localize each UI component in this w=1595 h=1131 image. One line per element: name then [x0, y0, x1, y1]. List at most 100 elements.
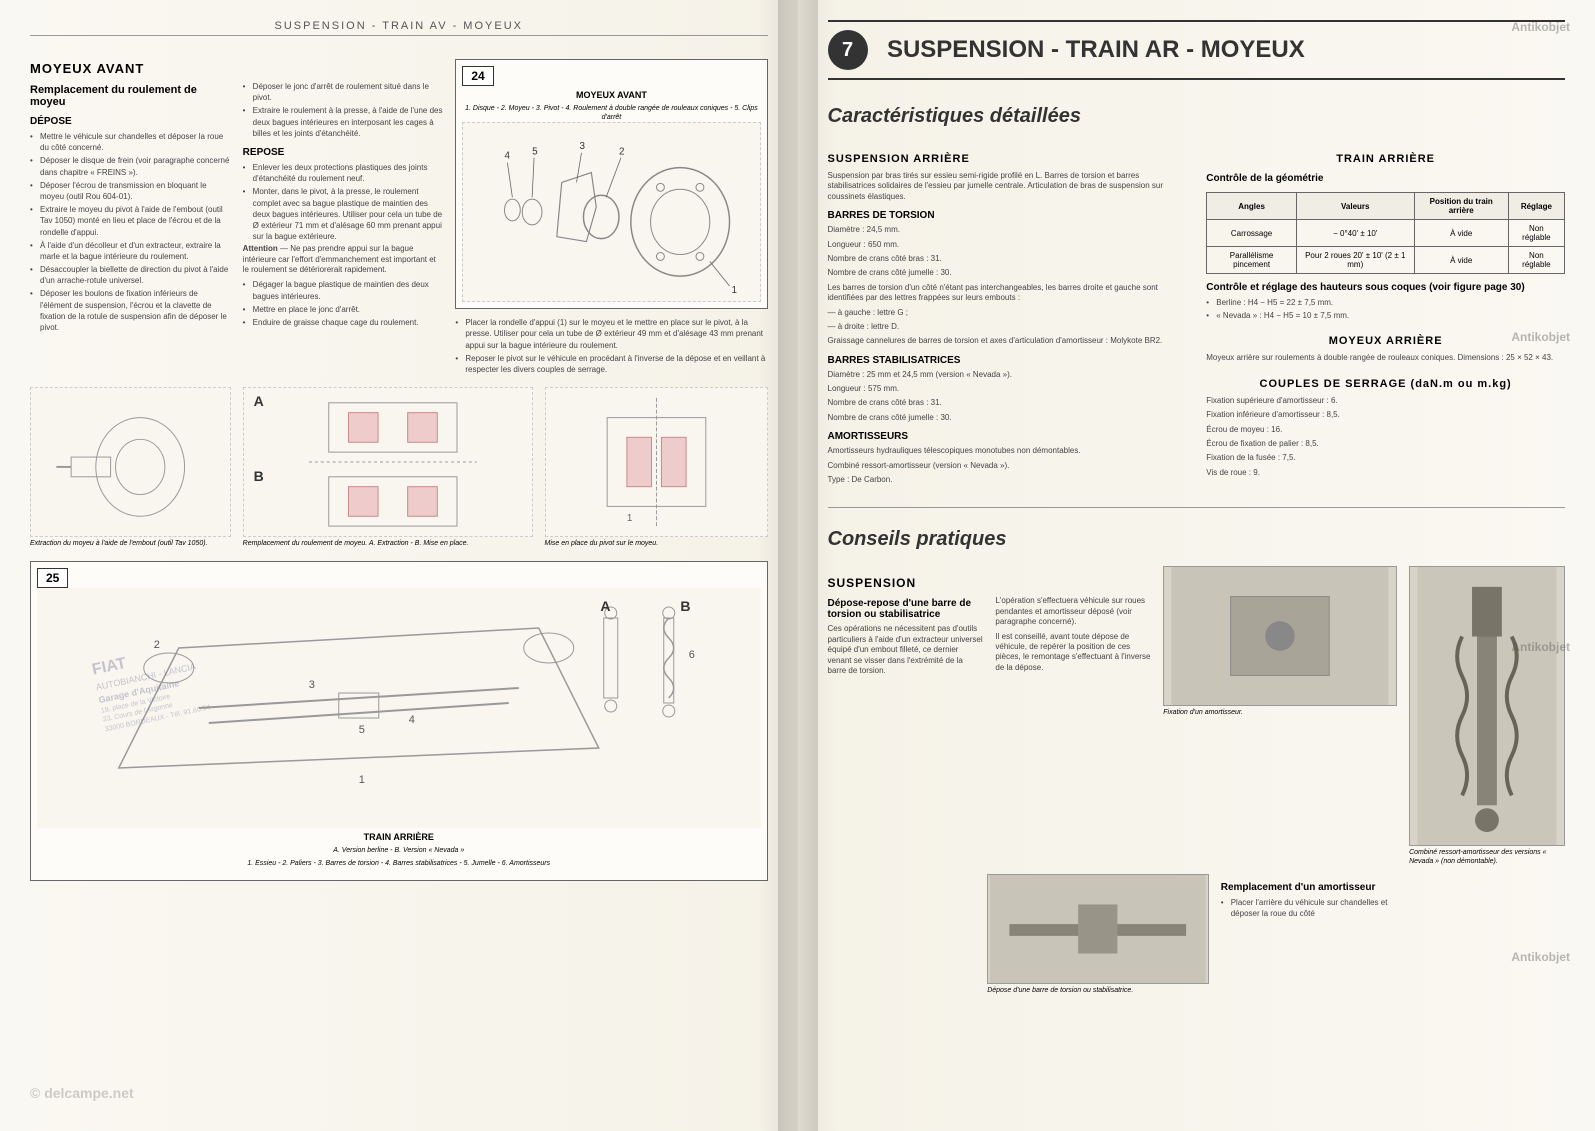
section-number-badge: 7 [828, 30, 868, 70]
col2-list: Déposer le jonc d'arrêt de roulement sit… [243, 81, 444, 139]
photo1-col: Dépose d'une barre de torsion ou stabili… [987, 874, 1209, 995]
susp-rear-label: SUSPENSION ARRIÈRE [828, 153, 1187, 165]
mini-caption-left: Extraction du moyeu à l'aide de l'embout… [30, 540, 231, 548]
th-valeurs: Valeurs [1296, 193, 1414, 220]
label-b: B [254, 468, 264, 484]
susp-rear-text: Suspension par bras tirés sur essieu sem… [828, 171, 1187, 202]
conseils-columns: SUSPENSION Dépose-repose d'une barre de … [828, 566, 1566, 866]
table-header-row: Angles Valeurs Position du train arrière… [1207, 193, 1565, 220]
chapter-title: SUSPENSION - TRAIN AR - MOYEUX [887, 36, 1305, 64]
svg-text:5: 5 [532, 147, 538, 158]
moyeux-avant-heading: MOYEUX AVANT [30, 61, 231, 76]
depose-item: À l'aide d'un décolleur et d'un extracte… [40, 240, 231, 262]
amort-item: Type : De Carbon. [828, 475, 1187, 485]
svg-text:1: 1 [732, 285, 737, 296]
mini-diagrams-row: Extraction du moyeu à l'aide de l'embout… [30, 387, 768, 548]
geom-label: Contrôle de la géométrie [1206, 173, 1565, 184]
svg-text:4: 4 [409, 714, 415, 726]
couples-item: Vis de roue : 9. [1206, 468, 1565, 478]
table-row: Carrossage − 0°40' ± 10' À vide Non régl… [1207, 220, 1565, 247]
conseils-bottom-row: Dépose d'une barre de torsion ou stabili… [828, 874, 1566, 995]
conseils-text3: Il est conseillé, avant toute dépose de … [995, 632, 1151, 674]
remplace-heading: Remplacement d'un amortisseur [1221, 882, 1406, 893]
td: Pour 2 roues 20' ± 10' (2 ± 1 mm) [1296, 247, 1414, 274]
conseils-title: Conseils pratiques [828, 528, 1566, 551]
pivot-svg: 1 [546, 388, 767, 536]
repose-list: Enlever les deux protections plastiques … [243, 162, 444, 242]
stab-item: Diamètre : 25 mm et 24,5 mm (version « N… [828, 370, 1187, 380]
figure-25-num: 25 [37, 568, 68, 588]
suspension-heading: SUSPENSION [828, 576, 984, 590]
couples-label: COUPLES DE SERRAGE (daN.m ou m.kg) [1206, 378, 1565, 390]
stab-label: BARRES STABILISATRICES [828, 355, 1187, 366]
remplace-item: Placer l'arrière du véhicule sur chandel… [1231, 897, 1406, 919]
remplacement-heading: Remplacement du roulement de moyeu [30, 84, 231, 108]
svg-text:1: 1 [359, 774, 365, 786]
svg-text:4: 4 [505, 151, 511, 162]
photo1-svg [988, 875, 1208, 983]
depose-item: Désaccoupler la biellette de direction d… [40, 264, 231, 286]
svg-text:3: 3 [580, 141, 586, 152]
photo-fixation [1163, 566, 1397, 706]
stab-item: Longueur : 575 mm. [828, 384, 1187, 394]
attention-text: Attention — Ne pas prendre appui sur la … [243, 244, 444, 275]
couples-item: Fixation de la fusée : 7,5. [1206, 453, 1565, 463]
figure-24: 24 MOYEUX AVANT 1. Disque - 2. Moyeu - 3… [455, 59, 767, 309]
mini-diag-right: 1 Mise en place du pivot sur le moyeu. [545, 387, 768, 548]
table-row: Parallélisme pincement Pour 2 roues 20' … [1207, 247, 1565, 274]
td: Non réglable [1508, 220, 1564, 247]
col2-item: Monter, dans le pivot, à la presse, le r… [253, 186, 444, 242]
svg-text:1: 1 [626, 513, 631, 524]
pivot-diagram: 1 [545, 387, 768, 537]
heights-label: Contrôle et réglage des hauteurs sous co… [1206, 282, 1565, 293]
col2-item: Mettre en place le jonc d'arrêt. [253, 304, 444, 315]
photo3-svg [1410, 567, 1564, 845]
th-reglage: Réglage [1508, 193, 1564, 220]
couples-item: Fixation supérieure d'amortisseur : 6. [1206, 396, 1565, 406]
heights-item: Berline : H4 − H5 = 22 ± 7,5 mm. [1216, 297, 1565, 308]
fig24-bottom-item: Reposer le pivot sur le véhicule en proc… [465, 353, 767, 375]
col2-list2: Dégager la bague plastique de maintien d… [243, 279, 444, 328]
geometry-table: Angles Valeurs Position du train arrière… [1206, 192, 1565, 274]
mini-caption-center: Remplacement du roulement de moyeu. A. E… [243, 540, 533, 548]
torsion-item: Longueur : 650 mm. [828, 240, 1187, 250]
torsion-item: — à droite : lettre D. [828, 322, 1187, 332]
photo-combine [1409, 566, 1565, 846]
depose-item: Mettre le véhicule sur chandelles et dép… [40, 131, 231, 153]
conseils-text2: L'opération s'effectuera véhicule sur ro… [995, 596, 1151, 627]
left-page-header: SUSPENSION - TRAIN AV - MOYEUX [30, 20, 768, 36]
svg-text:2: 2 [619, 147, 624, 158]
torsion-item: Nombre de crans côté bras : 31. [828, 254, 1187, 264]
figure-25-title: TRAIN ARRIÈRE [37, 832, 761, 842]
photo2-svg [1164, 567, 1396, 705]
torsion-item: Graissage cannelures de barres de torsio… [828, 336, 1187, 346]
caracteristiques-title: Caractéristiques détaillées [828, 105, 1566, 128]
torsion-item: Nombre de crans côté jumelle : 30. [828, 268, 1187, 278]
th-position: Position du train arrière [1414, 193, 1508, 220]
extraction-svg [31, 388, 230, 536]
figure-25: 25 A B [30, 561, 768, 881]
photo-depose-barre [987, 874, 1209, 984]
extraction-diagram [30, 387, 231, 537]
depose-label: DÉPOSE [30, 116, 231, 127]
mini-diag-center: A B Remplacement du roulement de moyeu. … [243, 387, 533, 548]
char-right-col: TRAIN ARRIÈRE Contrôle de la géométrie A… [1206, 143, 1565, 489]
col2-item: Déposer le jonc d'arrêt de roulement sit… [253, 81, 444, 103]
figure-24-num: 24 [462, 66, 493, 86]
figure-25-legend: 1. Essieu - 2. Paliers - 3. Barres de to… [37, 859, 761, 868]
depose-repose-heading: Dépose-repose d'une barre de torsion ou … [828, 598, 984, 620]
svg-text:6: 6 [689, 649, 695, 661]
repose-label: REPOSE [243, 147, 444, 158]
torsion-item: Diamètre : 24,5 mm. [828, 225, 1187, 235]
td: Non réglable [1508, 247, 1564, 274]
remplace-list: Placer l'arrière du véhicule sur chandel… [1221, 897, 1406, 919]
col2-item: Extraire le roulement à la presse, à l'a… [253, 105, 444, 139]
photo2-caption: Fixation d'un amortisseur. [1163, 709, 1397, 717]
fig24-bottom-list: Placer la rondelle d'appui (1) sur le mo… [455, 317, 767, 375]
svg-text:3: 3 [309, 679, 315, 691]
td: Parallélisme pincement [1207, 247, 1297, 274]
td: Carrossage [1207, 220, 1297, 247]
torsion-label: BARRES DE TORSION [828, 210, 1187, 221]
figure-24-title: MOYEUX AVANT [462, 90, 760, 100]
amort-label: AMORTISSEURS [828, 431, 1187, 442]
